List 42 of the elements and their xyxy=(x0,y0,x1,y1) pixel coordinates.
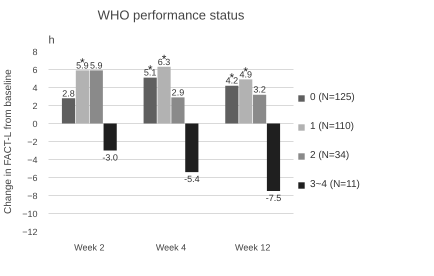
chart-title: WHO performance status xyxy=(98,8,245,22)
y-tick-label: 6 xyxy=(32,65,38,75)
y-tick-label: 0 xyxy=(32,119,38,129)
bar xyxy=(90,70,103,124)
y-tick-label: 4 xyxy=(32,83,38,93)
data-label: 2.9 xyxy=(172,87,184,98)
data-label: 2.8 xyxy=(62,88,75,98)
legend-label: 2 (N=34) xyxy=(310,150,350,161)
x-tick-label: Week 4 xyxy=(156,242,186,252)
y-axis-title: Change in FACT-L from baseline xyxy=(3,68,14,214)
x-tick-label: Week 12 xyxy=(234,242,270,252)
bar xyxy=(185,124,198,172)
data-label: -7.5 xyxy=(266,193,282,203)
y-tick-label: −8 xyxy=(27,191,38,201)
bar xyxy=(225,86,238,124)
bar xyxy=(266,124,280,191)
legend-label: 0 (N=125) xyxy=(310,92,355,103)
bar xyxy=(104,124,117,150)
data-label: 5.1 xyxy=(144,68,156,78)
bar xyxy=(144,78,157,124)
data-label: 3.2 xyxy=(253,84,266,95)
data-label: -3.0 xyxy=(102,152,118,162)
y-tick-label: −6 xyxy=(27,173,38,183)
data-label: -5.4 xyxy=(184,174,200,184)
bar xyxy=(157,66,171,124)
bar xyxy=(239,79,252,124)
bar xyxy=(76,70,89,124)
bar xyxy=(171,97,185,124)
y-tick-label: −10 xyxy=(22,209,38,219)
text: h xyxy=(48,34,55,46)
legend-label: 3~4 (N=11) xyxy=(310,179,360,190)
legend-label: 1 (N=110) xyxy=(310,121,354,132)
bar xyxy=(253,94,266,124)
bar xyxy=(62,98,76,124)
y-tick-label: −4 xyxy=(27,155,38,165)
data-label: 5.9 xyxy=(90,60,103,70)
y-tick-label: 8 xyxy=(32,47,38,57)
data-label: 4.2 xyxy=(226,76,238,86)
y-tick-label: −12 xyxy=(22,227,38,237)
y-tick-label: −2 xyxy=(27,137,38,147)
x-tick-label: Week 2 xyxy=(74,242,105,252)
y-tick-label: 2 xyxy=(32,101,38,111)
